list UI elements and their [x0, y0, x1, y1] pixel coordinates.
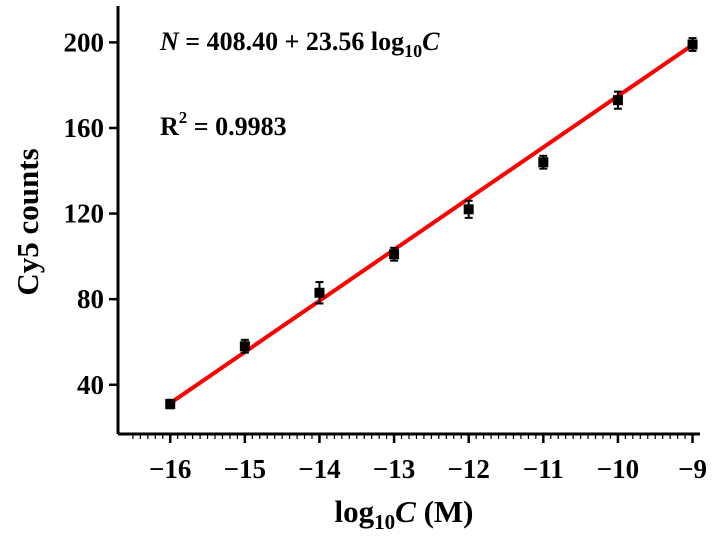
y-tick-label: 40 — [77, 370, 104, 400]
r-squared: R2 = 0.9983 — [160, 108, 287, 141]
y-axis-title: Cy5 counts — [10, 148, 45, 295]
x-axis-title-subscript: 10 — [374, 510, 395, 534]
y-tick-label: 80 — [77, 284, 104, 314]
equation-body: = 408.40 + 23.56 log — [179, 27, 404, 56]
y-axis-ticks: 40 80 120 160 200 — [64, 27, 118, 400]
x-axis-ticks: −16 −15 −14 −13 −12 −11 −10 −9 — [132, 434, 707, 484]
x-tick-label: −14 — [298, 454, 340, 484]
x-axis-title-unit: (M) — [416, 494, 474, 529]
r-squared-value: = 0.9983 — [187, 112, 286, 141]
x-axis-title-prefix: log — [335, 494, 375, 529]
r-squared-base: R — [160, 112, 179, 141]
data-point — [463, 204, 474, 215]
data-point — [687, 39, 698, 50]
linear-fit-line — [168, 42, 695, 406]
data-point — [389, 249, 400, 260]
x-tick-label: −13 — [373, 454, 415, 484]
x-axis-title-variable: C — [395, 494, 416, 529]
x-tick-label: −11 — [523, 454, 564, 484]
x-tick-label: −16 — [149, 454, 191, 484]
x-axis-title: log10C (M) — [335, 494, 474, 534]
y-tick-label: 200 — [64, 27, 105, 57]
y-tick-label: 160 — [64, 113, 105, 143]
data-point — [165, 399, 176, 410]
data-point — [314, 287, 325, 298]
data-point — [612, 95, 623, 106]
x-tick-label: −9 — [678, 454, 707, 484]
x-tick-label: −15 — [224, 454, 266, 484]
data-point — [239, 341, 250, 352]
equation-lhs: N — [159, 27, 180, 56]
data-points — [165, 37, 698, 410]
r-squared-sup: 2 — [179, 108, 188, 127]
x-tick-label: −12 — [447, 454, 489, 484]
fit-equation: N = 408.40 + 23.56 log10C — [159, 27, 440, 61]
equation-subscript: 10 — [404, 41, 422, 61]
y-tick-label: 120 — [64, 199, 105, 229]
data-point — [538, 157, 549, 168]
equation-variable: C — [422, 27, 440, 56]
x-tick-label: −10 — [597, 454, 639, 484]
